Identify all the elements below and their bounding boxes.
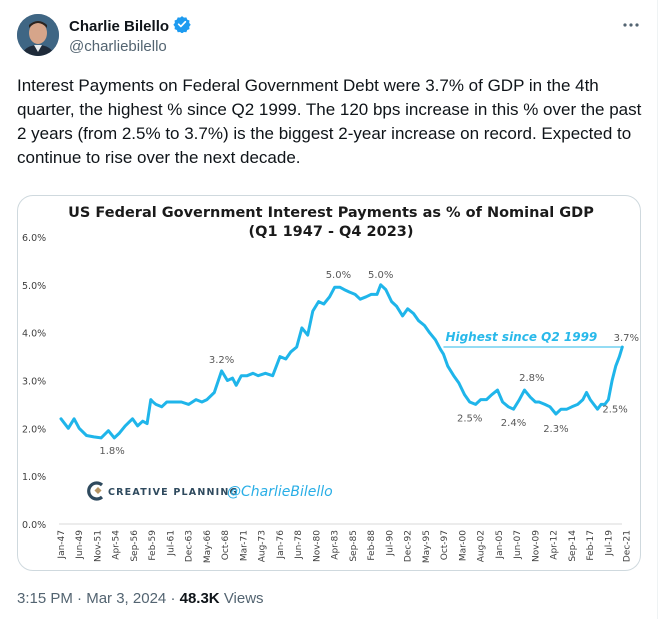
x-tick-label: Nov-80 <box>312 530 322 562</box>
avatar-photo <box>17 14 59 56</box>
y-axis: 0.0% 1.0% 2.0% 3.0% 4.0% 5.0% 6.0% <box>22 233 46 531</box>
x-tick-label: Oct-97 <box>440 530 450 560</box>
x-tick-label: Dec-21 <box>623 530 633 562</box>
tweet-time[interactable]: 3:15 PM <box>17 590 73 607</box>
x-tick-label: Mar-00 <box>458 530 468 561</box>
y-tick-label: 0.0% <box>22 520 46 531</box>
verified-badge-icon <box>173 15 191 38</box>
y-tick-label: 6.0% <box>22 233 46 244</box>
separator: · <box>170 590 176 607</box>
x-tick-label: Jan-05 <box>495 530 505 560</box>
data-label: 2.5% <box>457 413 482 424</box>
tweet-meta: 3:15 PM · Mar 3, 2024 · 48.3K Views <box>17 590 264 607</box>
data-label: 3.2% <box>209 355 234 366</box>
data-label: 5.0% <box>368 270 393 281</box>
chart-title: US Federal Government Interest Payments … <box>68 205 594 221</box>
x-tick-label: May-66 <box>203 530 213 563</box>
data-label: 5.0% <box>326 270 351 281</box>
x-tick-label: May-95 <box>422 530 432 563</box>
y-tick-label: 3.0% <box>22 377 46 388</box>
x-tick-label: Jul-19 <box>604 530 614 557</box>
x-tick-label: Sep-14 <box>568 530 578 562</box>
x-tick-label: Feb-88 <box>367 530 377 561</box>
creative-planning-logo-icon <box>87 481 104 501</box>
chart-subtitle: (Q1 1947 - Q4 2023) <box>248 224 413 240</box>
data-label: 2.4% <box>501 418 526 429</box>
x-tick-label: Apr-54 <box>112 530 122 560</box>
y-tick-label: 2.0% <box>22 424 46 435</box>
views-label: Views <box>223 590 264 607</box>
separator: · <box>77 590 83 607</box>
x-tick-label: Jul-90 <box>385 530 395 557</box>
data-label: 3.7% <box>614 333 639 344</box>
x-tick-label: Jun-07 <box>513 530 523 560</box>
column-divider <box>657 0 658 619</box>
x-tick-label: Sep-56 <box>130 530 140 562</box>
x-tick-label: Feb-59 <box>148 530 158 561</box>
data-label: 1.8% <box>99 446 124 457</box>
x-tick-label: Nov-09 <box>531 530 541 562</box>
x-tick-label: Aug-73 <box>258 530 268 562</box>
chart-image-card[interactable]: US Federal Government Interest Payments … <box>17 195 641 571</box>
watermark: CREATIVE PLANNING @CharlieBilello <box>87 481 333 501</box>
data-label: 2.5% <box>602 404 627 415</box>
x-tick-label: Sep-85 <box>349 530 359 562</box>
y-tick-label: 1.0% <box>22 472 46 483</box>
y-tick-label: 5.0% <box>22 281 46 292</box>
x-tick-label: Feb-17 <box>586 530 596 561</box>
x-tick-label: Jun-49 <box>75 530 85 560</box>
reference-line-label: Highest since Q2 1999 <box>445 330 597 344</box>
tweet-date[interactable]: Mar 3, 2024 <box>86 590 167 607</box>
author-handle[interactable]: @charliebilello <box>69 38 167 55</box>
author-name[interactable]: Charlie Bilello <box>69 18 170 35</box>
data-label: 2.3% <box>543 424 568 435</box>
x-tick-label: Apr-12 <box>550 530 560 560</box>
x-axis: Jan-47 Jun-49 Nov-51 Apr-54 Sep-56 Feb-59 Jul-… <box>57 530 633 563</box>
x-tick-label: Jul-61 <box>166 530 176 557</box>
chart: US Federal Government Interest Payments … <box>22 205 639 563</box>
x-tick-label: Jan-47 <box>57 530 67 560</box>
series-line <box>59 283 624 440</box>
x-tick-label: Jun-78 <box>294 530 304 560</box>
x-tick-label: Dec-63 <box>185 530 195 562</box>
x-tick-label: Nov-51 <box>93 530 103 562</box>
views-count: 48.3K <box>179 590 220 607</box>
y-tick-label: 4.0% <box>22 329 46 340</box>
avatar[interactable] <box>17 14 59 56</box>
data-label: 2.8% <box>519 373 544 384</box>
x-tick-label: Jan-76 <box>276 530 286 560</box>
watermark-brand: CREATIVE PLANNING <box>108 487 239 498</box>
data-labels: 1.8% 3.2% 5.0% 5.0% 2.5% 2.4% 2.8% 2.3% 2.5% 3.7% <box>99 270 639 457</box>
x-tick-label: Mar-71 <box>239 530 249 561</box>
tweet-text: Interest Payments on Federal Government … <box>17 76 642 167</box>
watermark-handle: @CharlieBilello <box>227 484 333 500</box>
x-tick-label: Dec-92 <box>404 530 414 562</box>
more-horizontal-icon[interactable] <box>620 14 642 36</box>
x-tick-label: Aug-02 <box>477 530 487 562</box>
x-tick-label: Apr-83 <box>331 530 341 560</box>
x-tick-label: Oct-68 <box>221 530 231 561</box>
